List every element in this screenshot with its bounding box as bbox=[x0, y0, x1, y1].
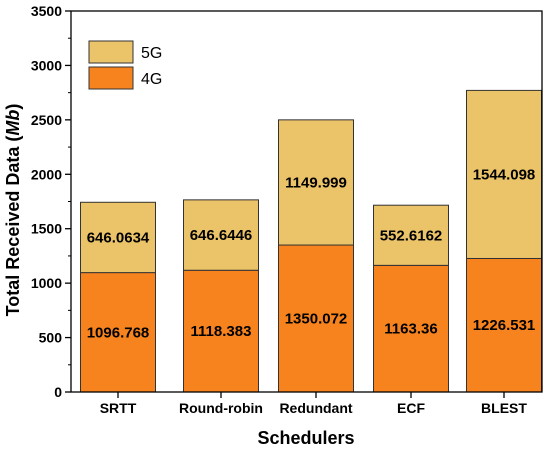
bar-5g-round-robin bbox=[183, 199, 259, 271]
bar-4g-redundant bbox=[278, 244, 354, 393]
x-tick-label: Redundant bbox=[279, 400, 352, 416]
y-tick-label: 3500 bbox=[31, 3, 62, 19]
data-label-4g-srtt: 1096.768 bbox=[87, 324, 150, 341]
y-tick-label: 2500 bbox=[31, 112, 62, 128]
y-axis-title-end: ) bbox=[3, 104, 23, 110]
legend-label-4g: 4G bbox=[141, 71, 162, 88]
x-tick-label: SRTT bbox=[100, 400, 137, 416]
y-axis-title-main: Total Received Data ( bbox=[3, 136, 23, 317]
data-label-4g-redundant: 1350.072 bbox=[285, 311, 348, 328]
data-label-5g-redundant: 1149.999 bbox=[285, 174, 347, 191]
bars-layer bbox=[80, 89, 542, 393]
x-tick-label: Round-robin bbox=[179, 400, 263, 416]
data-label-5g-blest: 1544.098 bbox=[473, 166, 536, 183]
y-axis-title: Total Received Data (Mb) bbox=[3, 104, 23, 317]
bar-5g-redundant bbox=[278, 119, 354, 246]
data-labels-layer: 1096.768 646.0634 1118.383 646.6446 1350.072… bbox=[87, 166, 536, 341]
y-tick-label: 3000 bbox=[31, 57, 62, 73]
y-tick-label: 500 bbox=[39, 330, 63, 346]
bar-5g-ecf bbox=[373, 204, 449, 266]
legend-swatch-4g bbox=[88, 66, 134, 90]
bar-5g-blest bbox=[466, 89, 542, 259]
data-label-4g-round-robin: 1118.383 bbox=[191, 323, 252, 340]
x-tick-label: ECF bbox=[397, 400, 425, 416]
x-axis-title: Schedulers bbox=[257, 428, 354, 448]
x-tick-label: BLEST bbox=[481, 400, 527, 416]
axes-layer: 0 500 1000 1500 2000 2500 3000 3500 SRTT Round-ro… bbox=[31, 3, 543, 416]
data-label-5g-round-robin: 646.6446 bbox=[190, 227, 253, 244]
data-label-4g-ecf: 1163.36 bbox=[384, 321, 437, 338]
y-axis-title-unit: Mb bbox=[3, 110, 23, 136]
y-tick-label: 0 bbox=[54, 384, 62, 400]
legend: 5G 4G bbox=[88, 40, 162, 90]
data-label-5g-ecf: 552.6162 bbox=[380, 227, 443, 244]
data-label-5g-srtt: 646.0634 bbox=[87, 229, 150, 246]
y-tick-label: 1000 bbox=[31, 275, 62, 291]
legend-label-5g: 5G bbox=[141, 45, 162, 62]
bar-5g-srtt bbox=[80, 201, 156, 274]
legend-swatch-5g bbox=[88, 40, 134, 64]
y-tick-label: 2000 bbox=[31, 166, 62, 182]
data-label-4g-blest: 1226.531 bbox=[473, 317, 536, 334]
bar-4g-srtt bbox=[80, 272, 156, 393]
y-tick-label: 1500 bbox=[31, 221, 62, 237]
